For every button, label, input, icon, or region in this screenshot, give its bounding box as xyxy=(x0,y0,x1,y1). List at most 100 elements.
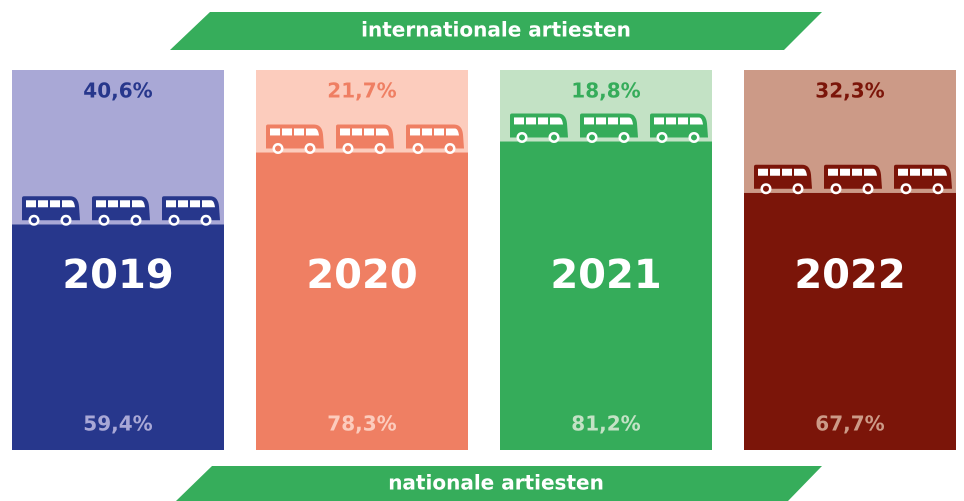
legend-label: nationale artiesten xyxy=(388,471,604,495)
bus-wheel xyxy=(203,217,209,224)
bus-window xyxy=(852,168,862,176)
bus-window xyxy=(666,117,676,125)
bus-window xyxy=(166,200,176,208)
bus-window xyxy=(690,117,703,125)
bus-window xyxy=(306,128,319,136)
bus-window xyxy=(758,168,768,176)
bus-icon xyxy=(92,196,150,226)
bus-icon xyxy=(22,196,80,226)
bar-segment xyxy=(744,192,956,451)
bus-window xyxy=(864,168,877,176)
bus-window xyxy=(96,200,106,208)
bus-window xyxy=(410,128,420,136)
bus-window xyxy=(934,168,947,176)
bus-window xyxy=(922,168,932,176)
bus-window xyxy=(620,117,633,125)
value-label: 81,2% xyxy=(571,412,640,436)
bus-wheel xyxy=(31,217,37,224)
bus-icon xyxy=(406,124,464,154)
bus-window xyxy=(120,200,130,208)
bar-segment xyxy=(500,141,712,450)
bus-window xyxy=(898,168,908,176)
bus-window xyxy=(364,128,374,136)
bus-window xyxy=(190,200,200,208)
bus-window xyxy=(50,200,60,208)
banner xyxy=(176,466,822,501)
bus-window xyxy=(62,200,75,208)
bus-window xyxy=(422,128,432,136)
bus-wheel xyxy=(63,217,69,224)
bus-wheel xyxy=(171,217,177,224)
category-label: 2021 xyxy=(550,252,661,298)
bus-window xyxy=(446,128,459,136)
bus-wheel xyxy=(865,185,871,192)
bus-wheel xyxy=(377,145,383,152)
bus-wheel xyxy=(763,185,769,192)
bus-wheel xyxy=(133,217,139,224)
bus-icon xyxy=(336,124,394,154)
bus-window xyxy=(526,117,536,125)
value-label: 78,3% xyxy=(327,412,396,436)
bus-window xyxy=(108,200,118,208)
bar-segment xyxy=(256,152,468,450)
bus-wheel xyxy=(345,145,351,152)
bus-wheel xyxy=(447,145,453,152)
bus-wheel xyxy=(519,134,525,141)
bus-icon xyxy=(894,164,952,195)
bus-icon xyxy=(754,164,812,195)
bus-window xyxy=(352,128,362,136)
bus-window xyxy=(270,128,280,136)
bus-window xyxy=(770,168,780,176)
value-label: 21,7% xyxy=(327,79,396,103)
category-label: 2020 xyxy=(306,252,417,298)
value-label: 40,6% xyxy=(83,79,152,103)
bus-window xyxy=(828,168,838,176)
bus-window xyxy=(840,168,850,176)
bus-wheel xyxy=(903,185,909,192)
bus-icon xyxy=(162,196,220,226)
bus-window xyxy=(608,117,618,125)
bus-window xyxy=(514,117,524,125)
bus-icon xyxy=(580,113,638,143)
bus-icon xyxy=(650,113,708,143)
bus-wheel xyxy=(833,185,839,192)
value-label: 32,3% xyxy=(815,79,884,103)
value-label: 59,4% xyxy=(83,412,152,436)
bus-window xyxy=(550,117,563,125)
bus-window xyxy=(596,117,606,125)
bus-wheel xyxy=(795,185,801,192)
bus-wheel xyxy=(691,134,697,141)
banner xyxy=(170,12,822,50)
bus-wheel xyxy=(935,185,941,192)
bus-window xyxy=(538,117,548,125)
bus-window xyxy=(654,117,664,125)
bus-wheel xyxy=(659,134,665,141)
bus-window xyxy=(294,128,304,136)
bus-window xyxy=(26,200,36,208)
bus-icon xyxy=(266,124,324,154)
category-label: 2019 xyxy=(62,252,173,298)
bus-wheel xyxy=(307,145,313,152)
bus-window xyxy=(202,200,215,208)
value-label: 18,8% xyxy=(571,79,640,103)
value-label: 67,7% xyxy=(815,412,884,436)
bus-window xyxy=(910,168,920,176)
bus-wheel xyxy=(551,134,557,141)
category-label: 2022 xyxy=(794,252,905,298)
bus-window xyxy=(794,168,807,176)
bus-window xyxy=(678,117,688,125)
bus-window xyxy=(782,168,792,176)
bus-wheel xyxy=(101,217,107,224)
bus-window xyxy=(434,128,444,136)
bus-window xyxy=(178,200,188,208)
bus-icon xyxy=(824,164,882,195)
bus-window xyxy=(376,128,389,136)
bus-wheel xyxy=(621,134,627,141)
bus-wheel xyxy=(415,145,421,152)
legend-label: internationale artiesten xyxy=(361,18,631,42)
bus-wheel xyxy=(275,145,281,152)
bus-window xyxy=(282,128,292,136)
bus-window xyxy=(132,200,145,208)
bus-window xyxy=(38,200,48,208)
